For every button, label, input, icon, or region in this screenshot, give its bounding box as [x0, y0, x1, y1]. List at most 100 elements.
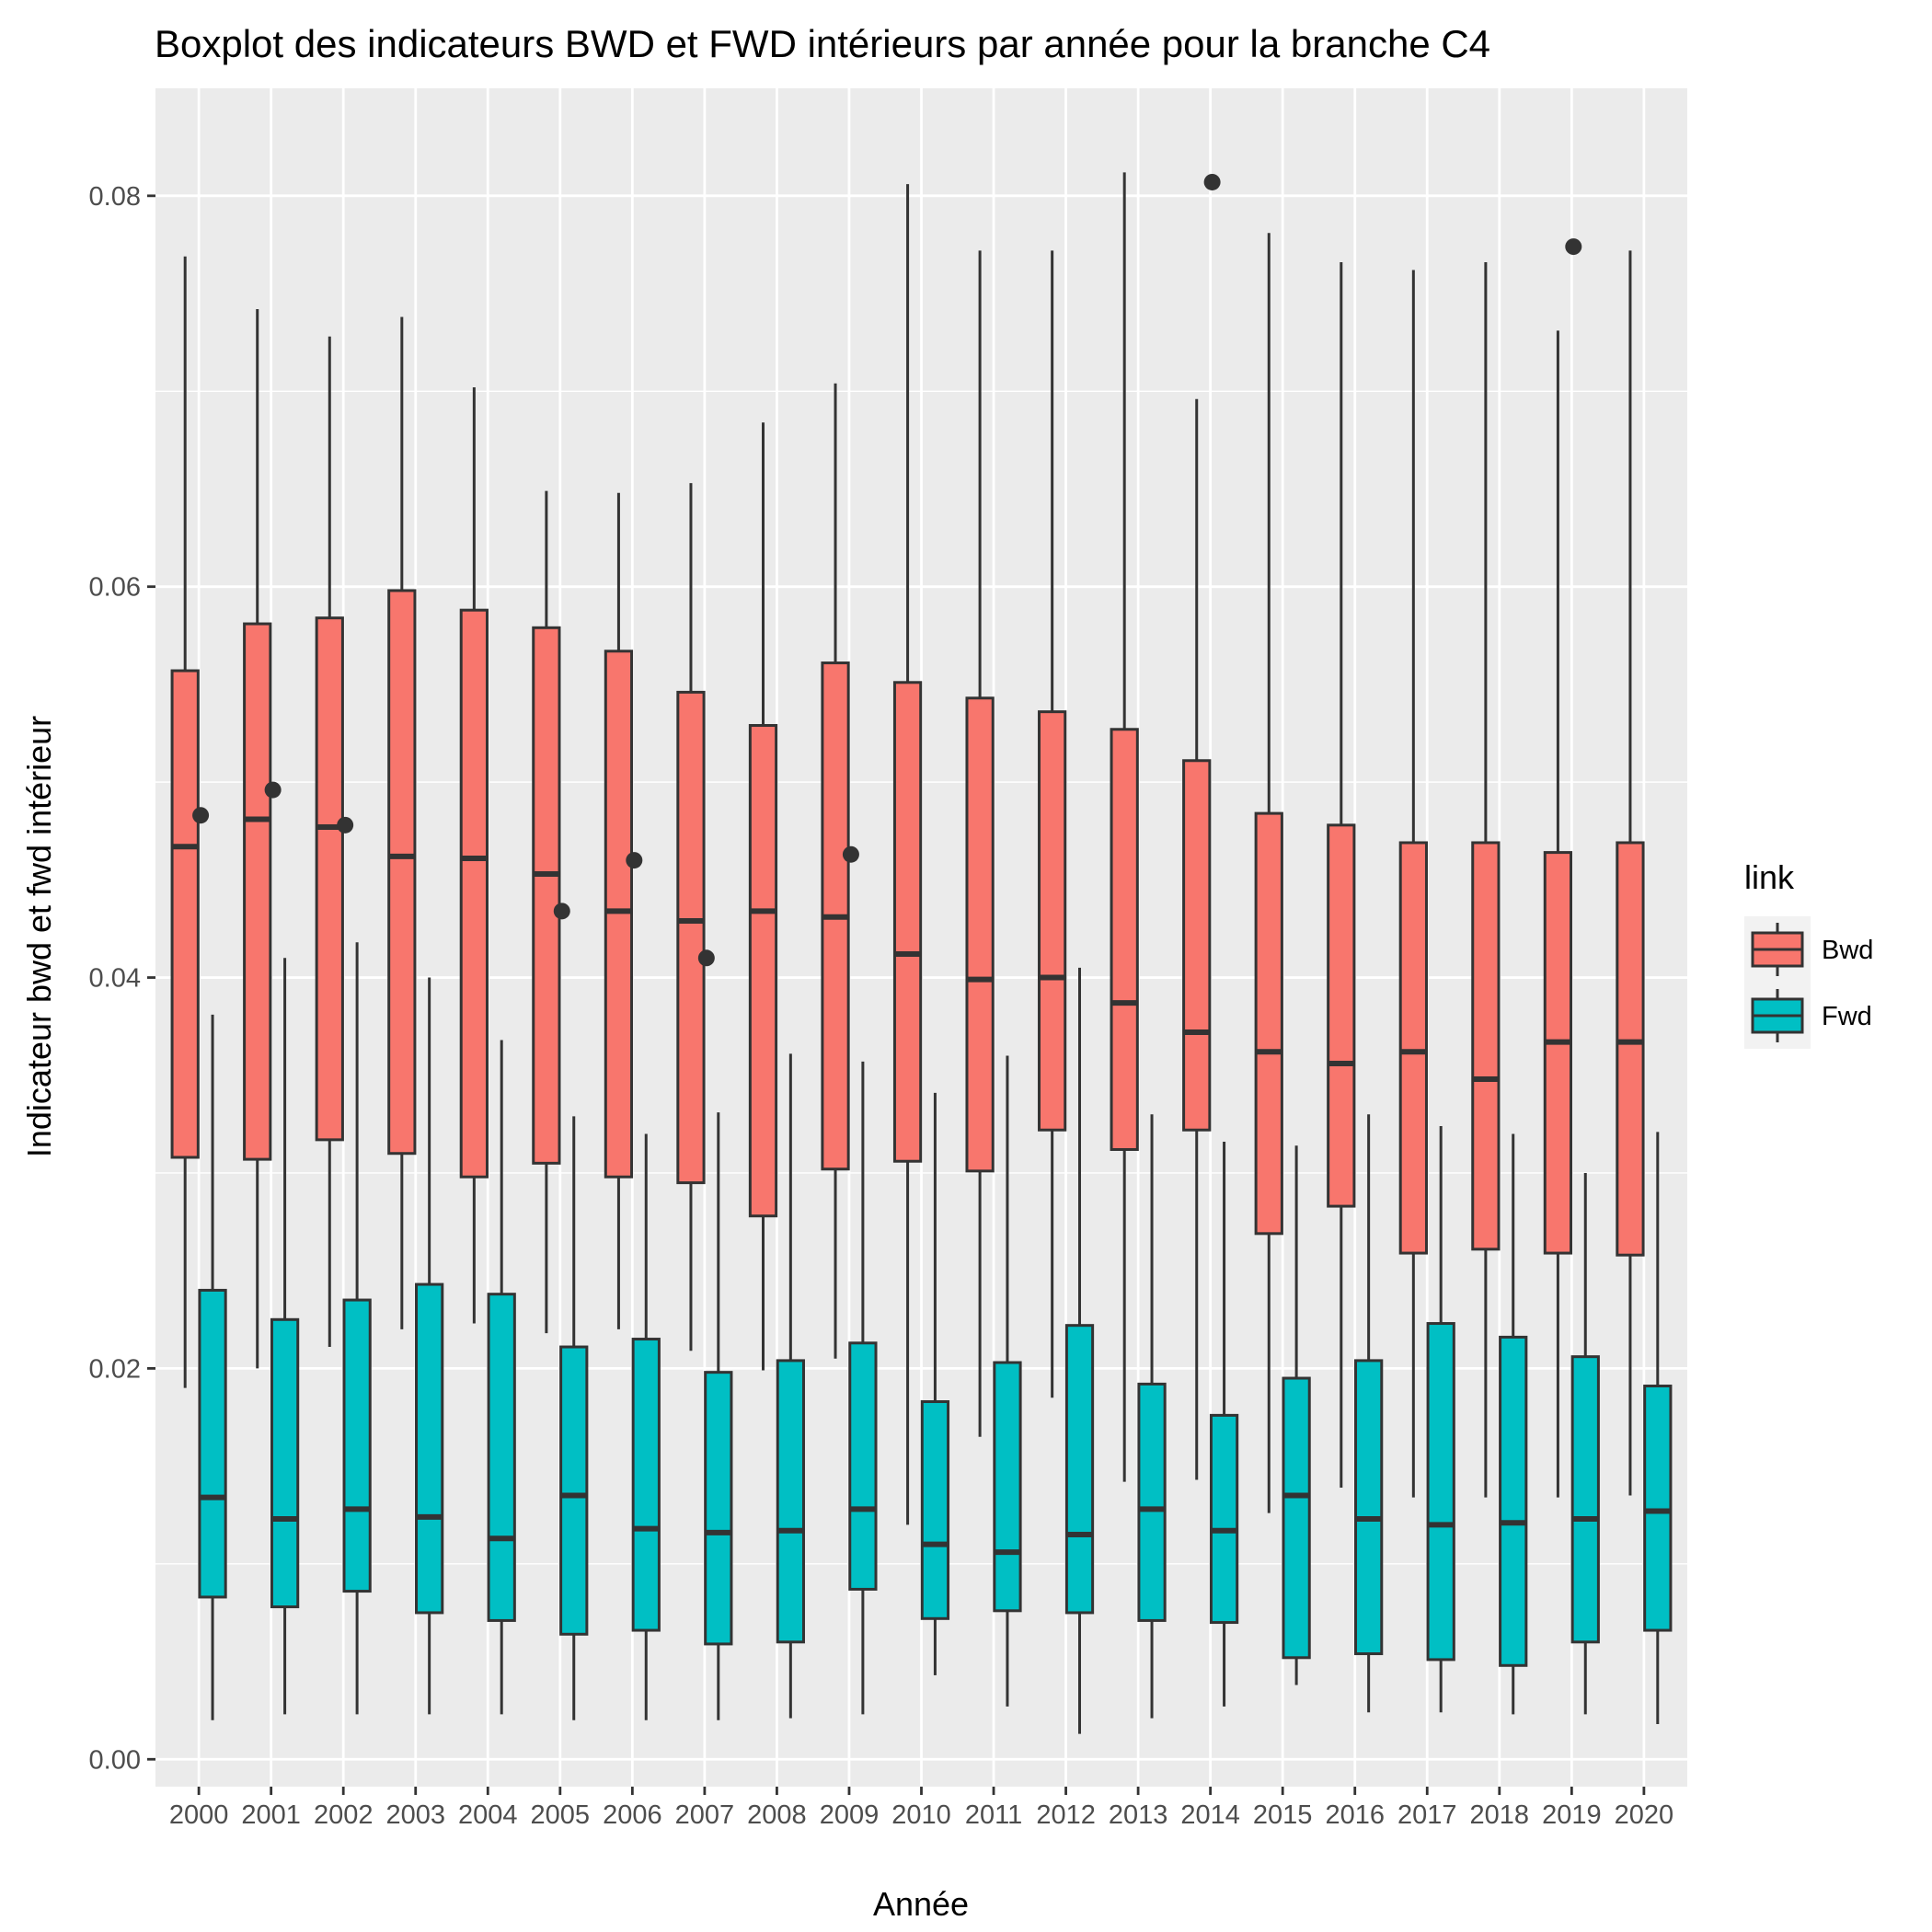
- box-iqr: [532, 626, 561, 1165]
- box-iqr: [1643, 1385, 1673, 1632]
- box-bwd-2005: [532, 490, 570, 1334]
- x-tick-label: 2020: [1615, 1800, 1674, 1830]
- box-bwd-2016: [1327, 262, 1356, 1488]
- x-tick-label: 2009: [820, 1800, 880, 1830]
- x-tick-label: 2011: [965, 1800, 1022, 1830]
- x-tick-label: 2008: [747, 1800, 807, 1830]
- box-iqr: [487, 1293, 516, 1622]
- box-fwd-2005: [559, 1116, 589, 1720]
- box-iqr: [920, 1400, 950, 1620]
- x-tick-label: 2006: [603, 1800, 662, 1830]
- box-iqr: [1064, 1324, 1095, 1615]
- box-fwd-2013: [1137, 1114, 1167, 1719]
- box-iqr: [1471, 841, 1501, 1251]
- box-fwd-2017: [1426, 1125, 1455, 1713]
- box-iqr: [676, 690, 706, 1185]
- box-iqr: [748, 724, 778, 1218]
- outlier-point: [1203, 173, 1221, 190]
- y-tick-label: 0.08: [89, 182, 141, 212]
- chart-title: Boxplot des indicateurs BWD et FWD intér…: [155, 22, 1490, 65]
- y-tick-label: 0.02: [89, 1354, 141, 1384]
- legend-label-bwd: Bwd: [1822, 936, 1873, 965]
- x-tick-label: 2007: [675, 1800, 735, 1830]
- box-fwd-2015: [1282, 1145, 1311, 1685]
- x-tick-label: 2004: [458, 1800, 518, 1830]
- box-iqr: [1398, 841, 1428, 1255]
- box-fwd-2018: [1499, 1133, 1528, 1715]
- x-tick-label: 2013: [1109, 1800, 1168, 1830]
- box-iqr: [965, 696, 995, 1173]
- box-bwd-2010: [892, 184, 923, 1525]
- x-tick-label: 2012: [1036, 1800, 1096, 1830]
- legend-title: link: [1744, 858, 1795, 896]
- series-bwd: [170, 172, 1645, 1525]
- box-iqr: [892, 681, 923, 1163]
- box-iqr: [415, 1282, 444, 1615]
- x-axis: 2000 2001 2002 2003 2004 2005 2006 2007 2008 2009…: [169, 1787, 1673, 1830]
- outlier-point: [842, 845, 859, 863]
- box-bwd-2002: [315, 336, 354, 1348]
- box-bwd-2015: [1254, 233, 1283, 1513]
- box-fwd-2004: [487, 1040, 516, 1715]
- box-fwd-2012: [1064, 967, 1095, 1734]
- box-iqr: [1282, 1376, 1311, 1660]
- y-tick-label: 0.06: [89, 573, 141, 603]
- box-iqr: [1182, 759, 1212, 1132]
- box-fwd-2003: [415, 977, 444, 1715]
- box-iqr: [270, 1317, 300, 1609]
- box-fwd-2010: [920, 1092, 950, 1675]
- outlier-point: [626, 852, 643, 869]
- legend-label-fwd: Fwd: [1822, 1002, 1872, 1031]
- box-iqr: [342, 1298, 372, 1593]
- box-bwd-2018: [1471, 262, 1501, 1498]
- box-fwd-2006: [631, 1133, 661, 1720]
- y-tick-label: 0.00: [89, 1745, 141, 1775]
- y-axis-title: Indicateur bwd et fwd intérieur: [20, 716, 58, 1157]
- x-tick-label: 2002: [314, 1800, 374, 1830]
- box-fwd-2000: [198, 1014, 227, 1720]
- x-tick-label: 2000: [169, 1800, 229, 1830]
- box-iqr: [1499, 1335, 1528, 1667]
- box-bwd-2012: [1038, 250, 1067, 1398]
- box-iqr: [459, 608, 489, 1179]
- box-bwd-2020: [1616, 250, 1645, 1496]
- x-tick-label: 2005: [531, 1800, 591, 1830]
- box-fwd-2002: [342, 942, 372, 1715]
- outlier-point: [192, 807, 210, 824]
- box-fwd-2014: [1209, 1141, 1239, 1707]
- legend-key-fwd: [1744, 983, 1811, 1049]
- box-iqr: [1038, 710, 1067, 1132]
- y-tick-label: 0.04: [89, 964, 141, 994]
- x-tick-label: 2014: [1180, 1800, 1240, 1830]
- box-iqr: [776, 1359, 805, 1644]
- box-bwd-2000: [170, 256, 210, 1388]
- box-fwd-2001: [270, 958, 300, 1715]
- box-iqr: [1327, 823, 1356, 1208]
- series-fwd: [198, 942, 1673, 1734]
- box-bwd-2004: [459, 387, 489, 1324]
- box-bwd-2009: [821, 383, 859, 1359]
- x-tick-label: 2016: [1325, 1800, 1385, 1830]
- x-tick-label: 2019: [1542, 1800, 1602, 1830]
- legend: link Bwd Fwd: [1744, 858, 1873, 1049]
- box-fwd-2011: [993, 1055, 1022, 1707]
- box-fwd-2009: [848, 1061, 878, 1715]
- box-iqr: [631, 1338, 661, 1632]
- x-tick-label: 2017: [1397, 1800, 1457, 1830]
- box-iqr: [1543, 851, 1573, 1255]
- box-fwd-2016: [1354, 1114, 1384, 1713]
- box-bwd-2011: [965, 250, 995, 1437]
- box-iqr: [1137, 1382, 1167, 1622]
- y-axis: 0.00 0.02 0.04 0.06 0.08: [89, 182, 155, 1775]
- box-bwd-2019: [1543, 238, 1582, 1498]
- box-iqr: [704, 1371, 733, 1646]
- box-bwd-2014: [1182, 173, 1221, 1480]
- box-iqr: [315, 616, 344, 1142]
- box-iqr: [559, 1345, 589, 1636]
- box-iqr: [1354, 1359, 1384, 1656]
- x-tick-label: 2015: [1253, 1800, 1313, 1830]
- box-bwd-2006: [604, 492, 643, 1329]
- box-iqr: [604, 650, 634, 1179]
- box-bwd-2003: [387, 316, 417, 1329]
